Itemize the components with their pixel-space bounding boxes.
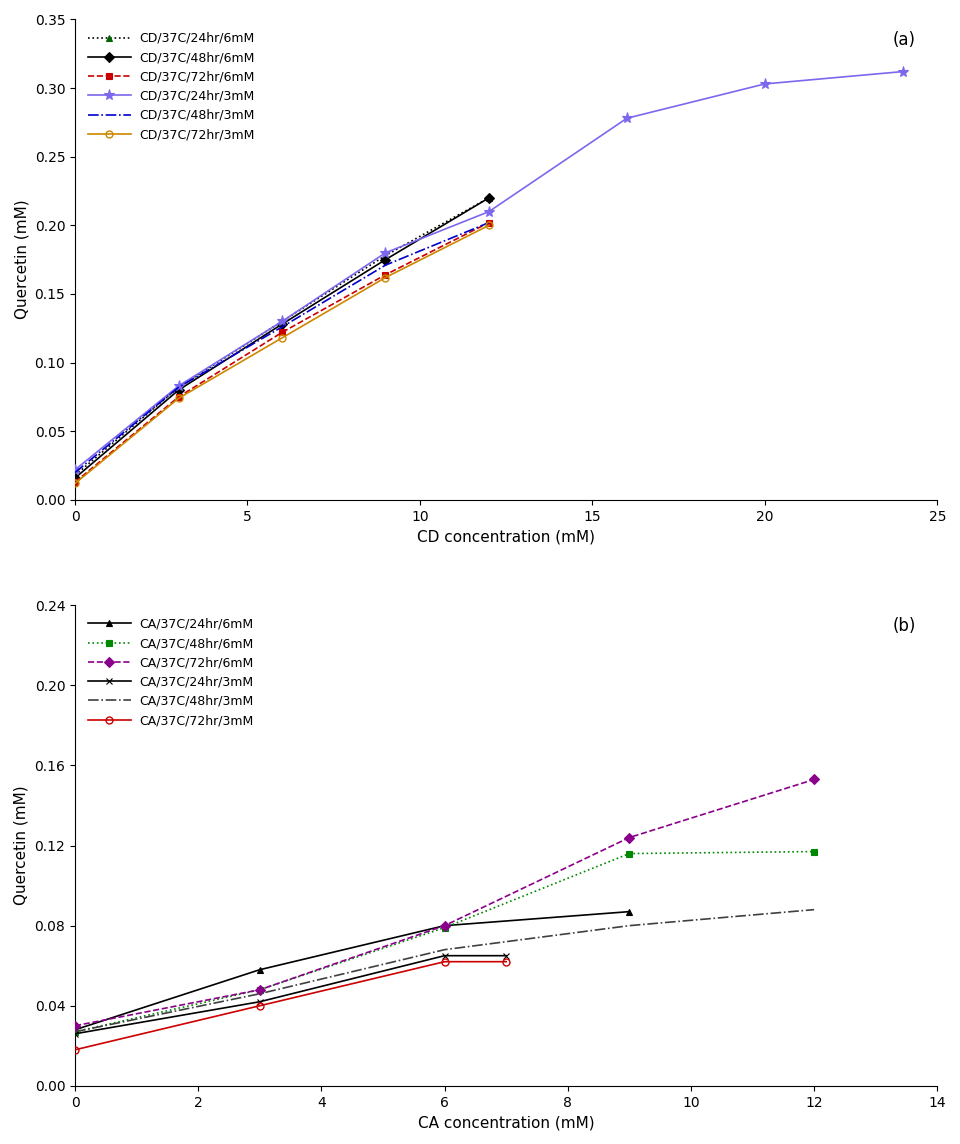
Line: CD/37C/72hr/6mM: CD/37C/72hr/6mM	[72, 220, 492, 485]
CA/37C/72hr/6mM	[808, 772, 820, 786]
CD/37C/24hr/3mM	[380, 246, 392, 260]
CA/37C/24hr/6mM	[254, 963, 266, 977]
CD/37C/24hr/3mM	[759, 77, 771, 90]
CD/37C/24hr/3mM	[276, 315, 288, 328]
CD/37C/48hr/6mM	[69, 471, 81, 485]
X-axis label: CA concentration (mM): CA concentration (mM)	[418, 1115, 594, 1130]
CA/37C/24hr/6mM	[439, 919, 450, 932]
Line: CD/37C/48hr/3mM: CD/37C/48hr/3mM	[75, 223, 489, 472]
CA/37C/72hr/3mM	[439, 955, 450, 969]
Line: CA/37C/48hr/6mM: CA/37C/48hr/6mM	[72, 848, 818, 1035]
Text: (b): (b)	[893, 618, 916, 635]
Line: CA/37C/48hr/3mM: CA/37C/48hr/3mM	[75, 909, 814, 1032]
Line: CA/37C/72hr/3mM: CA/37C/72hr/3mM	[72, 959, 510, 1054]
CA/37C/24hr/3mM	[69, 1027, 81, 1041]
Line: CD/37C/24hr/3mM: CD/37C/24hr/3mM	[69, 66, 908, 475]
CD/37C/24hr/3mM	[69, 463, 81, 477]
CA/37C/72hr/6mM	[254, 983, 266, 996]
CD/37C/48hr/6mM	[173, 383, 184, 397]
Line: CA/37C/72hr/6mM: CA/37C/72hr/6mM	[72, 776, 818, 1030]
CD/37C/48hr/3mM	[276, 320, 288, 334]
CA/37C/48hr/3mM	[69, 1025, 81, 1039]
CA/37C/72hr/6mM	[439, 919, 450, 932]
Y-axis label: Quercetin (mM): Quercetin (mM)	[13, 786, 29, 905]
Line: CD/37C/48hr/6mM: CD/37C/48hr/6mM	[72, 194, 492, 482]
CD/37C/72hr/6mM	[69, 475, 81, 488]
CD/37C/24hr/6mM	[173, 381, 184, 395]
CD/37C/48hr/3mM	[483, 216, 494, 230]
Line: CD/37C/72hr/3mM: CD/37C/72hr/3mM	[72, 222, 492, 487]
CD/37C/24hr/3mM	[897, 65, 908, 79]
Line: CA/37C/24hr/6mM: CA/37C/24hr/6mM	[72, 908, 633, 1033]
CD/37C/48hr/6mM	[483, 191, 494, 205]
Y-axis label: Quercetin (mM): Quercetin (mM)	[14, 200, 29, 319]
CD/37C/24hr/3mM	[621, 111, 633, 125]
CD/37C/72hr/3mM	[276, 331, 288, 344]
CD/37C/48hr/3mM	[69, 466, 81, 479]
CA/37C/48hr/6mM	[439, 921, 450, 935]
Line: CD/37C/24hr/6mM: CD/37C/24hr/6mM	[72, 194, 492, 478]
CA/37C/48hr/3mM	[254, 987, 266, 1001]
CD/37C/48hr/6mM	[380, 253, 392, 267]
CA/37C/48hr/3mM	[808, 903, 820, 916]
CA/37C/72hr/6mM	[624, 831, 636, 844]
X-axis label: CD concentration (mM): CD concentration (mM)	[418, 530, 595, 545]
CD/37C/72hr/3mM	[69, 477, 81, 491]
CD/37C/72hr/6mM	[276, 326, 288, 340]
CA/37C/24hr/3mM	[500, 948, 512, 962]
Line: CA/37C/24hr/3mM: CA/37C/24hr/3mM	[72, 952, 510, 1038]
CD/37C/24hr/3mM	[173, 379, 184, 392]
CD/37C/48hr/3mM	[380, 259, 392, 272]
Legend: CD/37C/24hr/6mM, CD/37C/48hr/6mM, CD/37C/72hr/6mM, CD/37C/24hr/3mM, CD/37C/48hr/: CD/37C/24hr/6mM, CD/37C/48hr/6mM, CD/37C…	[82, 25, 260, 148]
CA/37C/48hr/3mM	[439, 943, 450, 956]
CD/37C/48hr/3mM	[173, 381, 184, 395]
CD/37C/72hr/6mM	[380, 268, 392, 281]
CA/37C/24hr/3mM	[254, 995, 266, 1009]
CD/37C/48hr/6mM	[276, 317, 288, 331]
CA/37C/72hr/3mM	[69, 1043, 81, 1057]
CA/37C/48hr/6mM	[254, 983, 266, 996]
CA/37C/48hr/3mM	[624, 919, 636, 932]
CD/37C/24hr/6mM	[276, 315, 288, 328]
CD/37C/24hr/6mM	[380, 248, 392, 262]
CA/37C/48hr/6mM	[69, 1025, 81, 1039]
CD/37C/24hr/3mM	[483, 205, 494, 219]
CD/37C/72hr/3mM	[483, 219, 494, 232]
CA/37C/72hr/6mM	[69, 1019, 81, 1033]
CA/37C/48hr/6mM	[624, 847, 636, 860]
CD/37C/24hr/6mM	[69, 468, 81, 482]
CA/37C/72hr/3mM	[254, 999, 266, 1012]
CD/37C/72hr/3mM	[380, 271, 392, 285]
CD/37C/72hr/3mM	[173, 391, 184, 405]
CA/37C/24hr/3mM	[439, 948, 450, 962]
CD/37C/72hr/6mM	[483, 216, 494, 230]
CA/37C/24hr/6mM	[69, 1023, 81, 1036]
CA/37C/24hr/6mM	[624, 905, 636, 919]
Legend: CA/37C/24hr/6mM, CA/37C/48hr/6mM, CA/37C/72hr/6mM, CA/37C/24hr/3mM, CA/37C/48hr/: CA/37C/24hr/6mM, CA/37C/48hr/6mM, CA/37C…	[82, 612, 259, 733]
Text: (a): (a)	[893, 31, 916, 49]
CD/37C/72hr/6mM	[173, 390, 184, 404]
CA/37C/72hr/3mM	[500, 955, 512, 969]
CD/37C/24hr/6mM	[483, 191, 494, 205]
CA/37C/48hr/6mM	[808, 844, 820, 858]
